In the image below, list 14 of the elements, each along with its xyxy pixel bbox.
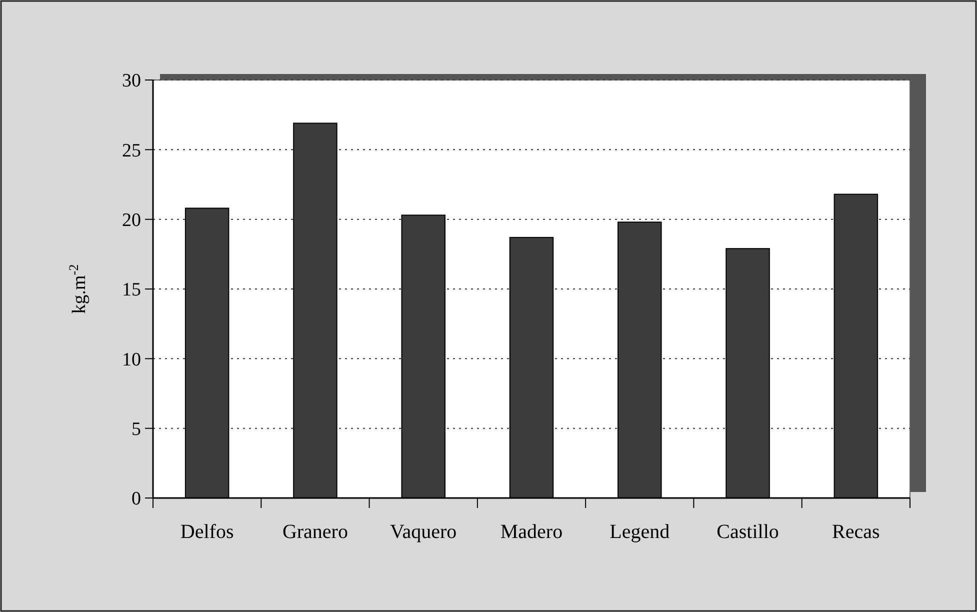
- y-tick-label: 5: [132, 418, 141, 440]
- y-tick-label: 10: [122, 349, 141, 370]
- x-tick-label: Granero: [282, 521, 348, 543]
- x-tick-label: Delfos: [180, 521, 234, 543]
- x-tick-label: Recas: [832, 521, 880, 543]
- y-tick-label: 15: [122, 280, 141, 301]
- x-tick-label: Madero: [500, 521, 563, 543]
- y-tick-label: 0: [132, 488, 141, 510]
- y-tick-label: 25: [122, 140, 141, 162]
- x-tick-label: Vaquero: [390, 521, 457, 543]
- x-tick-label: Legend: [610, 521, 670, 543]
- y-tick-label: 30: [122, 70, 141, 92]
- y-tick-label: 20: [122, 210, 141, 231]
- x-tick-label: Castillo: [716, 521, 779, 543]
